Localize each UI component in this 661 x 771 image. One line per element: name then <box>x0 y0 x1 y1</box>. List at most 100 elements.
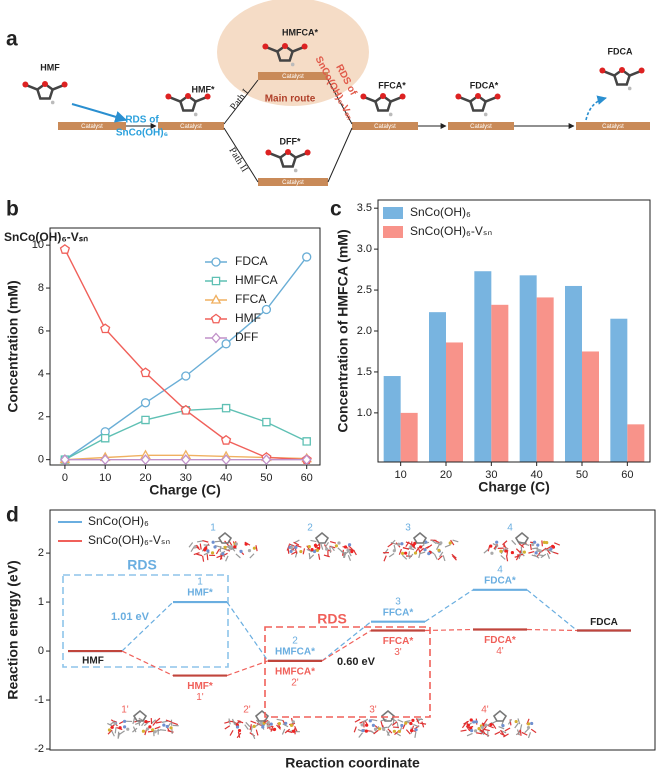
x-tick-label: 50 <box>260 472 272 484</box>
bond <box>294 726 298 733</box>
x-tick-label: 10 <box>99 472 111 484</box>
bond <box>201 555 205 562</box>
bond <box>225 555 229 562</box>
molecule-label: FDCA <box>608 46 633 56</box>
bond <box>318 553 321 560</box>
bond <box>224 725 231 730</box>
structure <box>483 531 561 562</box>
bond <box>276 724 282 730</box>
legend-marker <box>211 276 221 286</box>
level-number: 4' <box>496 646 504 657</box>
bond <box>519 729 522 736</box>
bond <box>132 726 137 733</box>
y-tick-label: -1 <box>34 694 44 706</box>
atom <box>223 545 227 549</box>
bar <box>400 412 418 462</box>
legend-label: FDCA <box>235 254 268 268</box>
bond <box>487 724 494 729</box>
bond <box>500 548 505 555</box>
bond <box>416 718 424 721</box>
bond <box>306 545 311 552</box>
plot-frame <box>377 199 651 463</box>
bond <box>500 554 506 560</box>
bar <box>474 271 492 462</box>
atom <box>382 727 386 731</box>
connector <box>424 589 474 623</box>
bond <box>107 729 113 735</box>
ring <box>612 68 632 86</box>
bond <box>354 718 361 723</box>
level-label: HMF* <box>187 681 213 692</box>
bond <box>537 554 544 557</box>
atom <box>414 728 418 732</box>
bond <box>466 732 473 737</box>
bond <box>220 547 228 551</box>
level-label: HMFCA* <box>275 646 315 657</box>
bond <box>119 730 125 735</box>
legend-label: DFF <box>235 330 258 344</box>
bond <box>459 96 471 103</box>
bond <box>330 545 335 552</box>
marker <box>301 454 312 466</box>
panel-label: d <box>6 504 19 527</box>
level-number: 2 <box>292 635 298 646</box>
bond <box>506 549 509 556</box>
atom <box>299 549 303 554</box>
atom <box>265 149 272 156</box>
catalyst-slab <box>258 72 328 80</box>
bond <box>552 551 559 555</box>
atom <box>413 551 418 555</box>
catalyst-slab <box>258 178 328 186</box>
bond <box>415 718 420 725</box>
marker <box>181 371 191 381</box>
atom <box>360 93 367 100</box>
marker <box>140 454 151 466</box>
marker <box>140 398 151 408</box>
x-tick-label: 30 <box>180 472 192 484</box>
legend-label: SnCo(OH)₆ <box>410 205 471 219</box>
atom <box>536 548 540 552</box>
structure <box>460 709 537 739</box>
molecule-label: FFCA* <box>378 80 406 90</box>
atom <box>252 546 257 550</box>
bond <box>391 721 398 726</box>
bond <box>451 553 457 559</box>
bond <box>165 719 172 723</box>
bond <box>302 548 306 555</box>
connector <box>321 629 372 662</box>
bond <box>329 541 337 544</box>
atom <box>504 549 508 553</box>
atom <box>371 723 375 727</box>
atom <box>545 540 549 545</box>
adsorbate <box>380 709 396 722</box>
y-tick-label: 3.0 <box>357 243 372 255</box>
bar <box>446 342 463 462</box>
atom <box>22 81 29 88</box>
atom <box>110 725 114 729</box>
rds-box <box>264 626 431 718</box>
bond <box>347 554 352 561</box>
catalyst-label: Catalyst <box>180 124 202 130</box>
molecule-label: HMF* <box>192 84 215 94</box>
bond <box>188 542 194 548</box>
x-tick-label: 0 <box>62 472 68 484</box>
atom <box>409 721 413 726</box>
bond <box>554 542 561 546</box>
atom <box>144 720 148 724</box>
molecule <box>360 93 406 117</box>
bond <box>405 541 412 545</box>
molecule <box>599 67 645 91</box>
bond <box>504 727 511 732</box>
atom <box>239 549 243 553</box>
atom <box>400 723 404 728</box>
ring <box>373 94 393 112</box>
level-label: FDCA* <box>484 635 516 646</box>
bond <box>362 718 369 723</box>
panel-label: a <box>6 28 18 51</box>
atom <box>252 724 256 728</box>
y-axis-title: Concentration (mM) <box>5 280 21 412</box>
legend-label: SnCo(OH)₆ <box>88 514 149 528</box>
atom <box>373 727 378 731</box>
atom <box>536 543 540 547</box>
atom <box>313 543 318 548</box>
